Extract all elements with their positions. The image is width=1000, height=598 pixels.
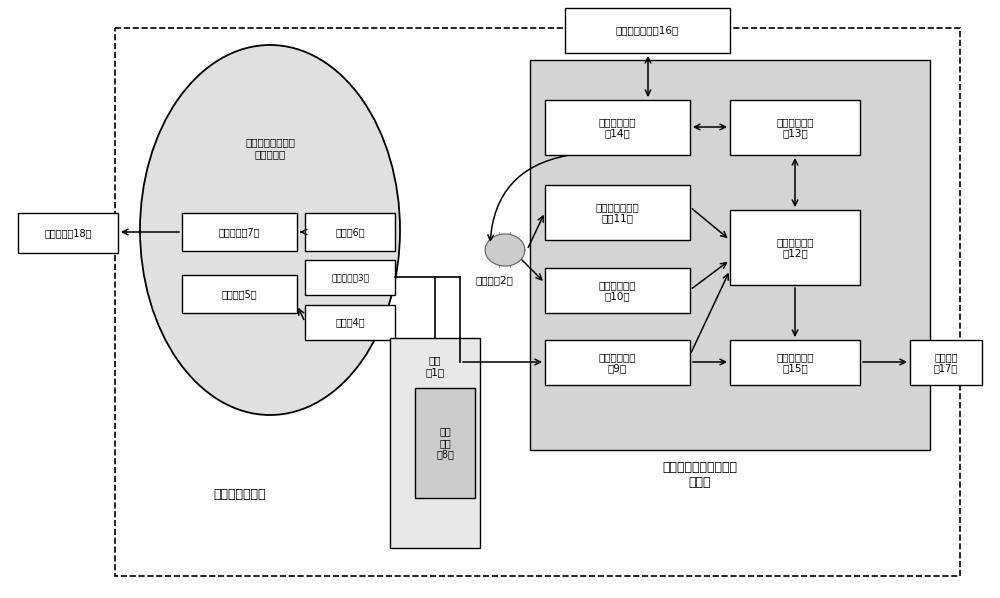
Text: 智能校准模块
（12）: 智能校准模块 （12） [776, 237, 814, 258]
Text: 温度输出模块
（15）: 温度输出模块 （15） [776, 352, 814, 373]
Bar [415, 388, 475, 498]
Text: 测温
元件
（8）: 测温 元件 （8） [436, 426, 454, 460]
Text: 复合温度传感器: 复合温度传感器 [214, 489, 266, 502]
Bar [730, 210, 860, 285]
Bar [305, 260, 395, 295]
Bar [545, 268, 690, 313]
Text: 测温装置指针显示
及控制部分: 测温装置指针显示 及控制部分 [245, 137, 295, 159]
Text: 时间管理模块
（10）: 时间管理模块 （10） [599, 280, 636, 301]
Text: 毛细管（2）: 毛细管（2） [476, 275, 514, 285]
Text: 远方显示
（17）: 远方显示 （17） [934, 352, 958, 373]
Text: 拨又（6）: 拨又（6） [335, 227, 365, 237]
Bar [545, 340, 690, 385]
Ellipse shape [140, 45, 400, 415]
Bar [545, 100, 690, 155]
Text: 保护系统（18）: 保护系统（18） [44, 228, 92, 238]
Text: 在线校准终端（16）: 在线校准终端（16） [616, 26, 679, 35]
Text: 弹性元件（3）: 弹性元件（3） [331, 273, 369, 282]
Bar [182, 275, 297, 313]
Text: 刻度盘（5）: 刻度盘（5） [222, 289, 257, 299]
Bar [545, 185, 690, 240]
Text: 测温装置在线校准及远
传部分: 测温装置在线校准及远 传部分 [662, 461, 738, 489]
Bar [730, 340, 860, 385]
Bar [910, 340, 982, 385]
Bar [115, 28, 960, 576]
Text: 指针（4）: 指针（4） [335, 318, 365, 328]
Bar [530, 60, 930, 450]
Bar [305, 213, 395, 251]
Text: 控制部件（7）: 控制部件（7） [219, 227, 260, 237]
Bar [565, 8, 730, 53]
Bar [305, 305, 395, 340]
Text: 模数转换模块
（9）: 模数转换模块 （9） [599, 352, 636, 373]
Text: 温包
（1）: 温包 （1） [425, 355, 445, 377]
Bar [730, 100, 860, 155]
Text: 无线通讯模块
（14）: 无线通讯模块 （14） [599, 117, 636, 138]
Bar [390, 338, 480, 548]
Text: 环境温度监测模
块（11）: 环境温度监测模 块（11） [596, 202, 639, 223]
Polygon shape [485, 234, 525, 266]
Bar [18, 213, 118, 253]
Bar [182, 213, 297, 251]
Text: 内部存储模块
（13）: 内部存储模块 （13） [776, 117, 814, 138]
